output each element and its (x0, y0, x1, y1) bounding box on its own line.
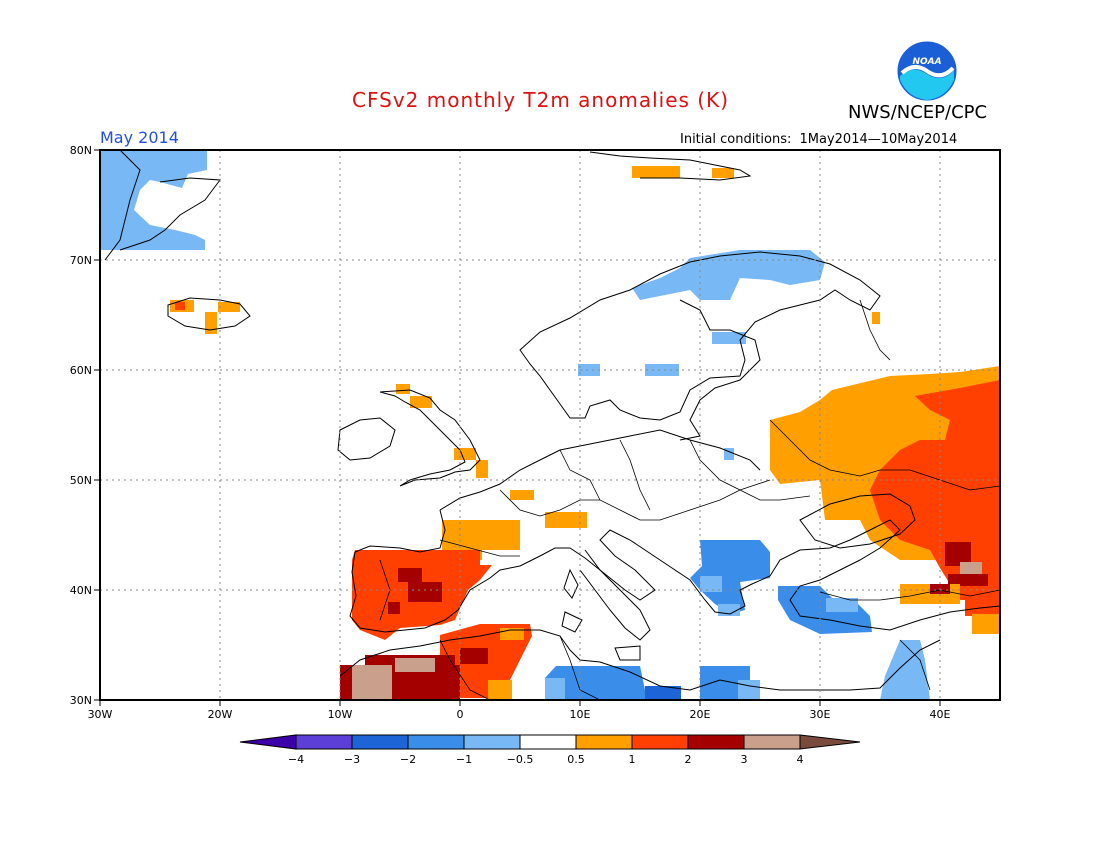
lon-tick-label: 10E (570, 708, 591, 721)
legend-swatch (519, 734, 577, 750)
legend-swatch (631, 734, 689, 750)
initial-conditions: Initial conditions: 1May2014—10May2014 (676, 132, 957, 147)
legend-label: −4 (288, 753, 304, 766)
legend-swatch-lowest (239, 734, 297, 750)
map-title: CFSv2 monthly T2m anomalies (K) (352, 88, 729, 112)
lat-tick-label: 40N (70, 584, 92, 597)
legend-label: 3 (741, 753, 748, 766)
legend-swatch (743, 734, 801, 750)
legend-label: 1 (629, 753, 636, 766)
lat-tick-label: 30N (70, 694, 92, 707)
balkans-cold-area (690, 540, 770, 614)
lat-tick-label: 70N (70, 254, 92, 267)
turkey-cold-area (778, 586, 872, 634)
legend-label: −1 (456, 753, 472, 766)
lon-tick-label: 20E (690, 708, 711, 721)
legend-colorbar (239, 734, 861, 750)
lon-tick-labels: 30W 20W 10W 0 10E 20E 30E 40E (88, 708, 951, 721)
legend-label: −0.5 (507, 753, 534, 766)
lon-tick-label: 10W (328, 708, 353, 721)
greenland-cold-area (100, 150, 207, 250)
lon-tick-label: 40E (930, 708, 951, 721)
noaa-logo-text: NOAA (912, 57, 941, 67)
legend-swatch-highest (799, 734, 861, 750)
lat-tick-label: 80N (70, 144, 92, 157)
lat-tick-label: 50N (70, 474, 92, 487)
legend-swatch (575, 734, 633, 750)
svalbard-warm-area (632, 166, 680, 178)
legend-labels: −4 −3 −2 −1 −0.5 0.5 1 2 3 4 (288, 753, 804, 766)
noaa-logo-icon: NOAA (896, 40, 958, 102)
initial-conditions-value: 1May2014—10May2014 (799, 132, 958, 147)
gridlines (100, 150, 1000, 700)
legend-label: −2 (400, 753, 416, 766)
lon-tick-label: 0 (457, 708, 464, 721)
lat-tick-labels: 30N 40N 50N 60N 70N 80N (70, 144, 92, 707)
legend-label: 4 (797, 753, 804, 766)
legend-swatch (463, 734, 521, 750)
legend-swatch (687, 734, 745, 750)
forecast-period: May 2014 (100, 128, 179, 147)
legend-label: −3 (344, 753, 360, 766)
lon-tick-label: 30W (88, 708, 113, 721)
initial-conditions-label: Initial conditions: (680, 132, 792, 147)
agency-label: NWS/NCEP/CPC (848, 102, 988, 123)
map-frame (99, 149, 1001, 701)
legend-swatch (351, 734, 409, 750)
legend-label: 2 (685, 753, 692, 766)
tick-marks (94, 149, 941, 706)
middle-east-cold-area (880, 640, 930, 700)
anomaly-fields (100, 150, 1000, 700)
lat-tick-label: 60N (70, 364, 92, 377)
lon-tick-label: 20W (208, 708, 233, 721)
legend-label: 0.5 (567, 753, 585, 766)
legend-swatch (407, 734, 465, 750)
legend-swatch (295, 734, 353, 750)
lon-tick-label: 30E (810, 708, 831, 721)
scandinavia-cold-area (632, 250, 825, 300)
